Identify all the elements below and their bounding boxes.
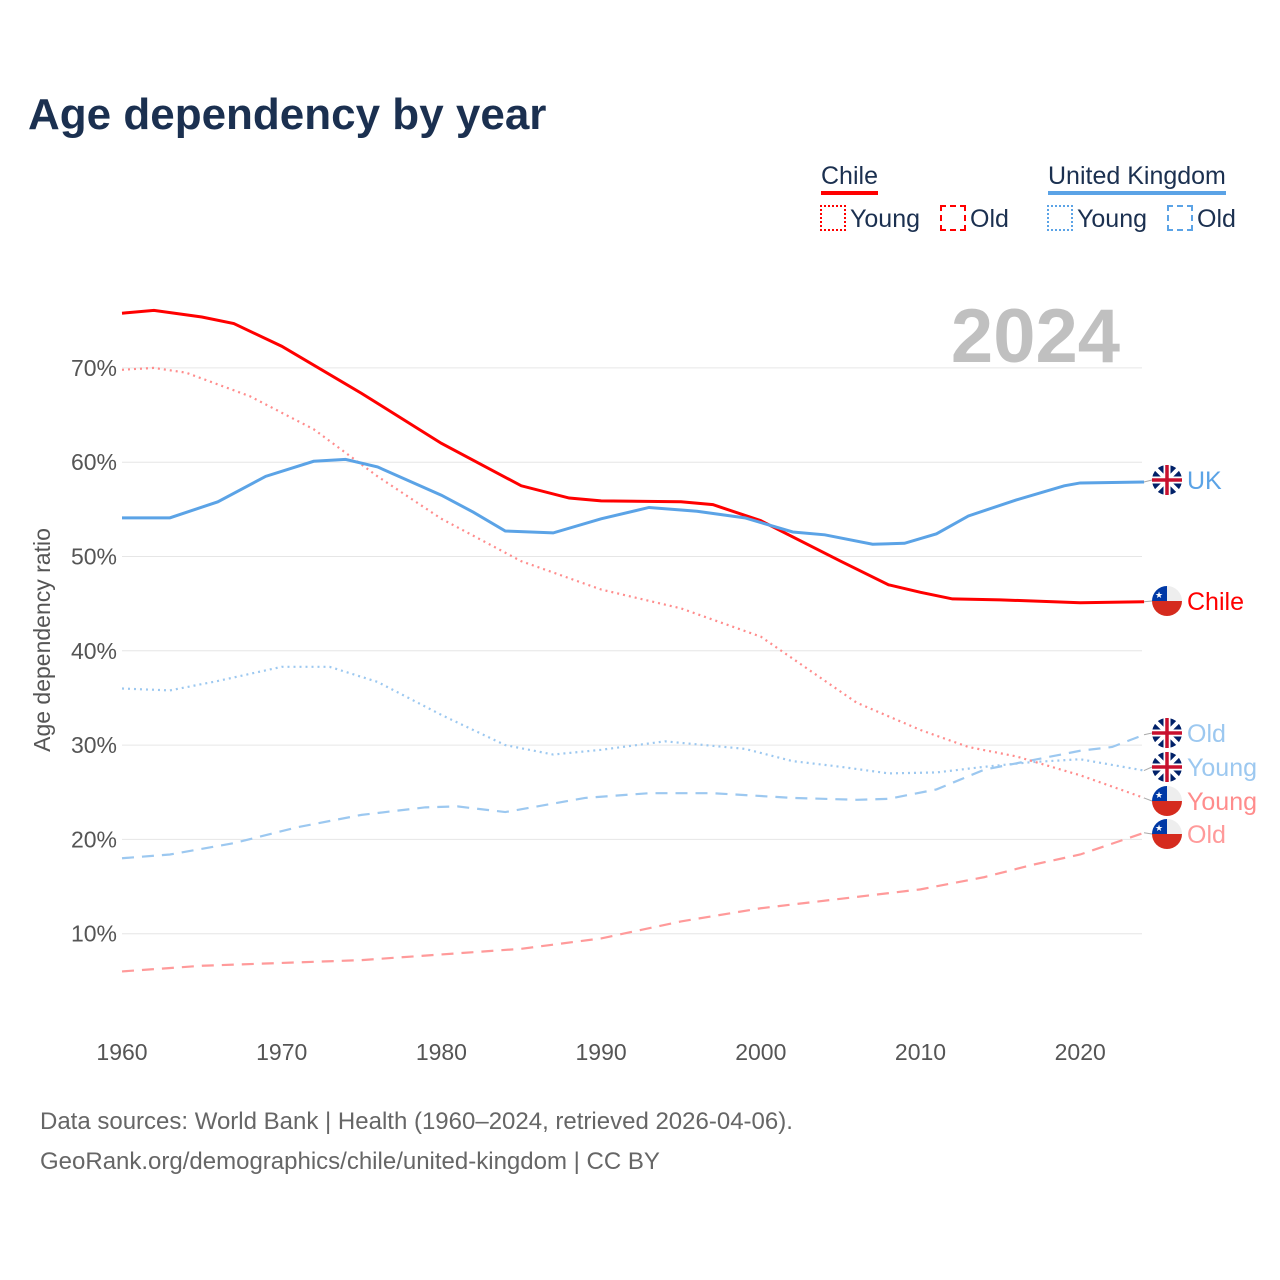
x-tick-label: 1990 — [576, 1039, 627, 1065]
chile-flag-icon: ★ — [1155, 823, 1163, 833]
chart-title: Age dependency by year — [28, 90, 547, 139]
chile-flag-icon — [1152, 601, 1182, 616]
x-tick-label: 2010 — [895, 1039, 946, 1065]
chile-flag-icon: ★ — [1155, 590, 1163, 600]
chile-flag-icon — [1152, 819, 1167, 834]
chile-flag-icon — [1152, 834, 1182, 849]
y-tick-label: 60% — [71, 449, 117, 475]
series-line-united-kingdom-old — [121, 733, 1145, 860]
x-tick-label: 1970 — [256, 1039, 307, 1065]
legend-uk: United Kingdom — [1048, 162, 1226, 195]
footer-source: Data sources: World Bank | Health (1960–… — [40, 1108, 793, 1135]
x-tick-label: 2000 — [735, 1039, 786, 1065]
x-tick-label: 1980 — [416, 1039, 467, 1065]
series-end-label: Old — [1187, 720, 1226, 748]
series-end-label: Young — [1187, 754, 1257, 782]
y-tick-label: 10% — [71, 921, 117, 947]
y-tick-label: 20% — [71, 826, 117, 852]
uk-flag-icon — [1152, 465, 1182, 495]
series-end-label: Young — [1187, 788, 1257, 816]
y-tick-label: 50% — [71, 544, 117, 570]
chile-flag-icon — [1152, 801, 1182, 816]
year-label: 2024 — [951, 294, 1120, 379]
y-axis-label: Age dependency ratio — [29, 528, 55, 752]
legend-chile: Chile — [821, 162, 878, 195]
uk-flag-icon — [1152, 752, 1182, 782]
legend-uk-old: Old — [1167, 205, 1236, 234]
legend-uk-young: Young — [1047, 205, 1147, 234]
y-tick-label: 70% — [71, 355, 117, 381]
label-connector — [1143, 600, 1153, 603]
series-line-chile — [121, 308, 1145, 605]
label-connector — [1143, 832, 1153, 835]
series-line-chile-young — [121, 366, 1145, 799]
series-line-united-kingdom-young — [121, 665, 1145, 775]
chile-flag-icon: ★ — [1155, 790, 1163, 800]
label-connector — [1143, 766, 1153, 772]
y-tick-label: 40% — [71, 638, 117, 664]
label-connector — [1143, 797, 1153, 802]
series-line-united-kingdom — [122, 457, 1145, 546]
chile-flag-icon — [1152, 786, 1167, 801]
footer-link: GeoRank.org/demographics/chile/united-ki… — [40, 1148, 660, 1175]
x-tick-label: 2020 — [1055, 1039, 1106, 1065]
label-connector — [1143, 479, 1153, 483]
legend-chile-young: Young — [820, 205, 920, 234]
series-end-label: Old — [1187, 821, 1226, 849]
series-end-label: Chile — [1187, 588, 1244, 616]
series-line-chile-old — [121, 831, 1145, 973]
uk-flag-icon — [1152, 718, 1182, 748]
legend-chile-old: Old — [940, 205, 1009, 234]
series-end-label: UK — [1187, 467, 1222, 495]
label-connector — [1143, 732, 1153, 736]
chile-flag-icon — [1152, 586, 1167, 601]
x-tick-label: 1960 — [96, 1039, 147, 1065]
y-tick-label: 30% — [71, 732, 117, 758]
